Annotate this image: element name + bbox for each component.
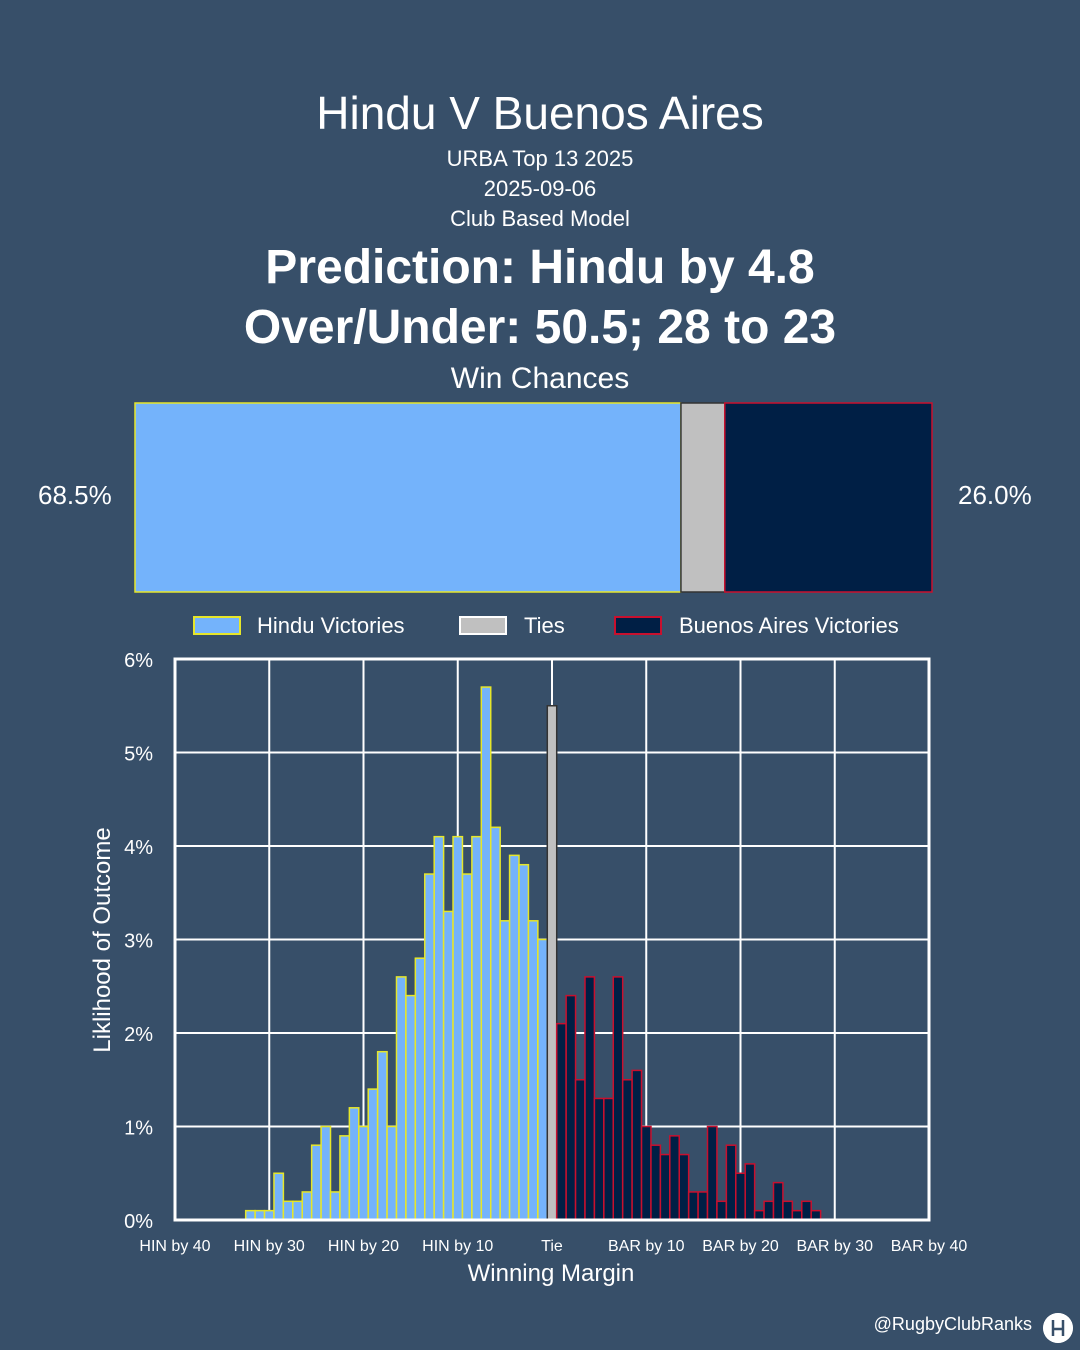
legend-label-buenos-aires: Buenos Aires Victories bbox=[679, 613, 899, 638]
bar-hindu bbox=[273, 1172, 285, 1221]
win-chances-label: Win Chances bbox=[450, 362, 630, 395]
goalpost-logo-icon bbox=[1043, 1313, 1073, 1343]
bar-buenos-aires bbox=[687, 1191, 699, 1221]
bar-buenos-aires bbox=[735, 1172, 746, 1221]
margin-histogram: Hindu Victories Ties Buenos Aires Victor… bbox=[89, 613, 967, 1287]
bar-hindu bbox=[414, 957, 426, 1221]
match-title: Hindu V Buenos Aires bbox=[316, 87, 764, 139]
x-axis-ticks: HIN by 40 HIN by 30 HIN by 20 HIN by 10 Tie B… bbox=[139, 1238, 967, 1255]
bar-buenos-aires bbox=[801, 1200, 812, 1221]
home-win-percent: 68.5% bbox=[38, 480, 112, 510]
y-tick-label: 2% bbox=[124, 1024, 153, 1046]
x-tick-label: Tie bbox=[541, 1238, 563, 1255]
bar-buenos-aires bbox=[574, 1079, 586, 1221]
bar-hindu bbox=[339, 1135, 351, 1221]
bar-hindu bbox=[405, 994, 417, 1221]
bar-hindu bbox=[442, 910, 454, 1221]
x-tick-label: HIN by 20 bbox=[328, 1238, 399, 1255]
legend-swatch-buenos-aires bbox=[614, 616, 662, 635]
competition-name: URBA Top 13 2025 bbox=[446, 146, 634, 171]
legend-swatch-hindu bbox=[193, 616, 241, 635]
bar-hindu bbox=[386, 1125, 398, 1221]
bar-buenos-aires bbox=[725, 1144, 737, 1221]
match-date: 2025-09-06 bbox=[483, 176, 597, 201]
bar-buenos-aires bbox=[612, 976, 624, 1221]
bar-hindu bbox=[499, 920, 511, 1221]
bar-hindu bbox=[292, 1200, 303, 1221]
bar-buenos-aires bbox=[716, 1200, 728, 1221]
bar-buenos-aires bbox=[669, 1135, 680, 1221]
y-tick-label: 3% bbox=[124, 931, 153, 953]
bar-buenos-aires bbox=[678, 1153, 690, 1221]
x-tick-label: HIN by 30 bbox=[234, 1238, 305, 1255]
bar-buenos-aires bbox=[697, 1191, 709, 1221]
bar-hindu bbox=[508, 854, 520, 1221]
y-tick-label: 0% bbox=[124, 1211, 153, 1233]
bar-hindu bbox=[320, 1125, 332, 1221]
bar-buenos-aires bbox=[782, 1200, 794, 1221]
bar-buenos-aires bbox=[763, 1200, 775, 1221]
x-tick-label: BAR by 30 bbox=[797, 1238, 874, 1255]
bar-hindu bbox=[537, 938, 549, 1221]
bar-hindu bbox=[358, 1125, 369, 1221]
bar-hindu bbox=[527, 920, 539, 1221]
bar-hindu bbox=[395, 976, 407, 1221]
bar-hindu bbox=[489, 826, 501, 1221]
bar-hindu bbox=[480, 686, 492, 1221]
chart-bars bbox=[244, 686, 822, 1221]
y-axis-ticks: 0% 1% 2% 3% 4% 5% 6% bbox=[124, 650, 153, 1233]
bar-hindu bbox=[367, 1088, 379, 1221]
bar-buenos-aires bbox=[706, 1125, 718, 1221]
bar-buenos-aires bbox=[640, 1125, 652, 1221]
bar-hindu bbox=[310, 1144, 322, 1221]
away-win-percent: 26.0% bbox=[958, 480, 1032, 510]
bar-hindu bbox=[452, 835, 464, 1221]
x-tick-label: BAR by 10 bbox=[608, 1238, 685, 1255]
model-name: Club Based Model bbox=[450, 206, 630, 231]
bar-hindu bbox=[329, 1191, 341, 1221]
x-tick-label: BAR by 20 bbox=[702, 1238, 779, 1255]
bar-hindu bbox=[518, 863, 530, 1221]
prediction-text: Prediction: Hindu by 4.8 bbox=[265, 241, 815, 294]
bar-hindu bbox=[424, 873, 435, 1221]
bar-tie bbox=[546, 705, 558, 1221]
bar-buenos-aires bbox=[565, 994, 577, 1221]
x-tick-label: HIN by 10 bbox=[422, 1238, 493, 1255]
over-under-text: Over/Under: 50.5; 28 to 23 bbox=[243, 301, 837, 354]
y-tick-label: 6% bbox=[124, 650, 153, 672]
bar-hindu bbox=[301, 1191, 313, 1221]
bar-buenos-aires bbox=[603, 1097, 615, 1221]
win-chances-bar bbox=[134, 402, 933, 593]
bar-buenos-aires bbox=[621, 1079, 633, 1221]
bar-hindu bbox=[282, 1200, 294, 1221]
y-tick-label: 5% bbox=[124, 744, 153, 766]
bar-hindu bbox=[376, 1050, 388, 1221]
bar-hindu bbox=[433, 835, 445, 1221]
bar-buenos-aires bbox=[631, 1069, 643, 1221]
bar-hindu bbox=[461, 873, 473, 1221]
y-tick-label: 1% bbox=[124, 1118, 153, 1140]
watermark-handle: @RugbyClubRanks bbox=[873, 1314, 1032, 1334]
bar-buenos-aires bbox=[555, 1022, 567, 1221]
y-tick-label: 4% bbox=[124, 837, 153, 859]
win-bar-away bbox=[724, 402, 933, 593]
legend-label-ties: Ties bbox=[524, 613, 565, 638]
bar-buenos-aires bbox=[593, 1097, 605, 1221]
bar-buenos-aires bbox=[772, 1181, 784, 1221]
bar-buenos-aires bbox=[744, 1163, 756, 1221]
chart-legend: Hindu Victories Ties Buenos Aires Victor… bbox=[193, 613, 899, 638]
x-tick-label: HIN by 40 bbox=[139, 1238, 210, 1255]
bar-hindu bbox=[471, 835, 483, 1221]
plot-frame bbox=[173, 657, 931, 1222]
bar-buenos-aires bbox=[659, 1153, 671, 1221]
bar-hindu bbox=[348, 1107, 360, 1221]
bar-buenos-aires bbox=[650, 1144, 662, 1221]
bar-buenos-aires bbox=[584, 976, 596, 1221]
x-tick-label: BAR by 40 bbox=[891, 1238, 968, 1255]
legend-swatch-ties bbox=[459, 616, 507, 635]
y-axis-label: Liklihood of Outcome bbox=[89, 827, 116, 1052]
legend-label-hindu: Hindu Victories bbox=[257, 613, 405, 638]
x-axis-label: Winning Margin bbox=[468, 1260, 635, 1287]
